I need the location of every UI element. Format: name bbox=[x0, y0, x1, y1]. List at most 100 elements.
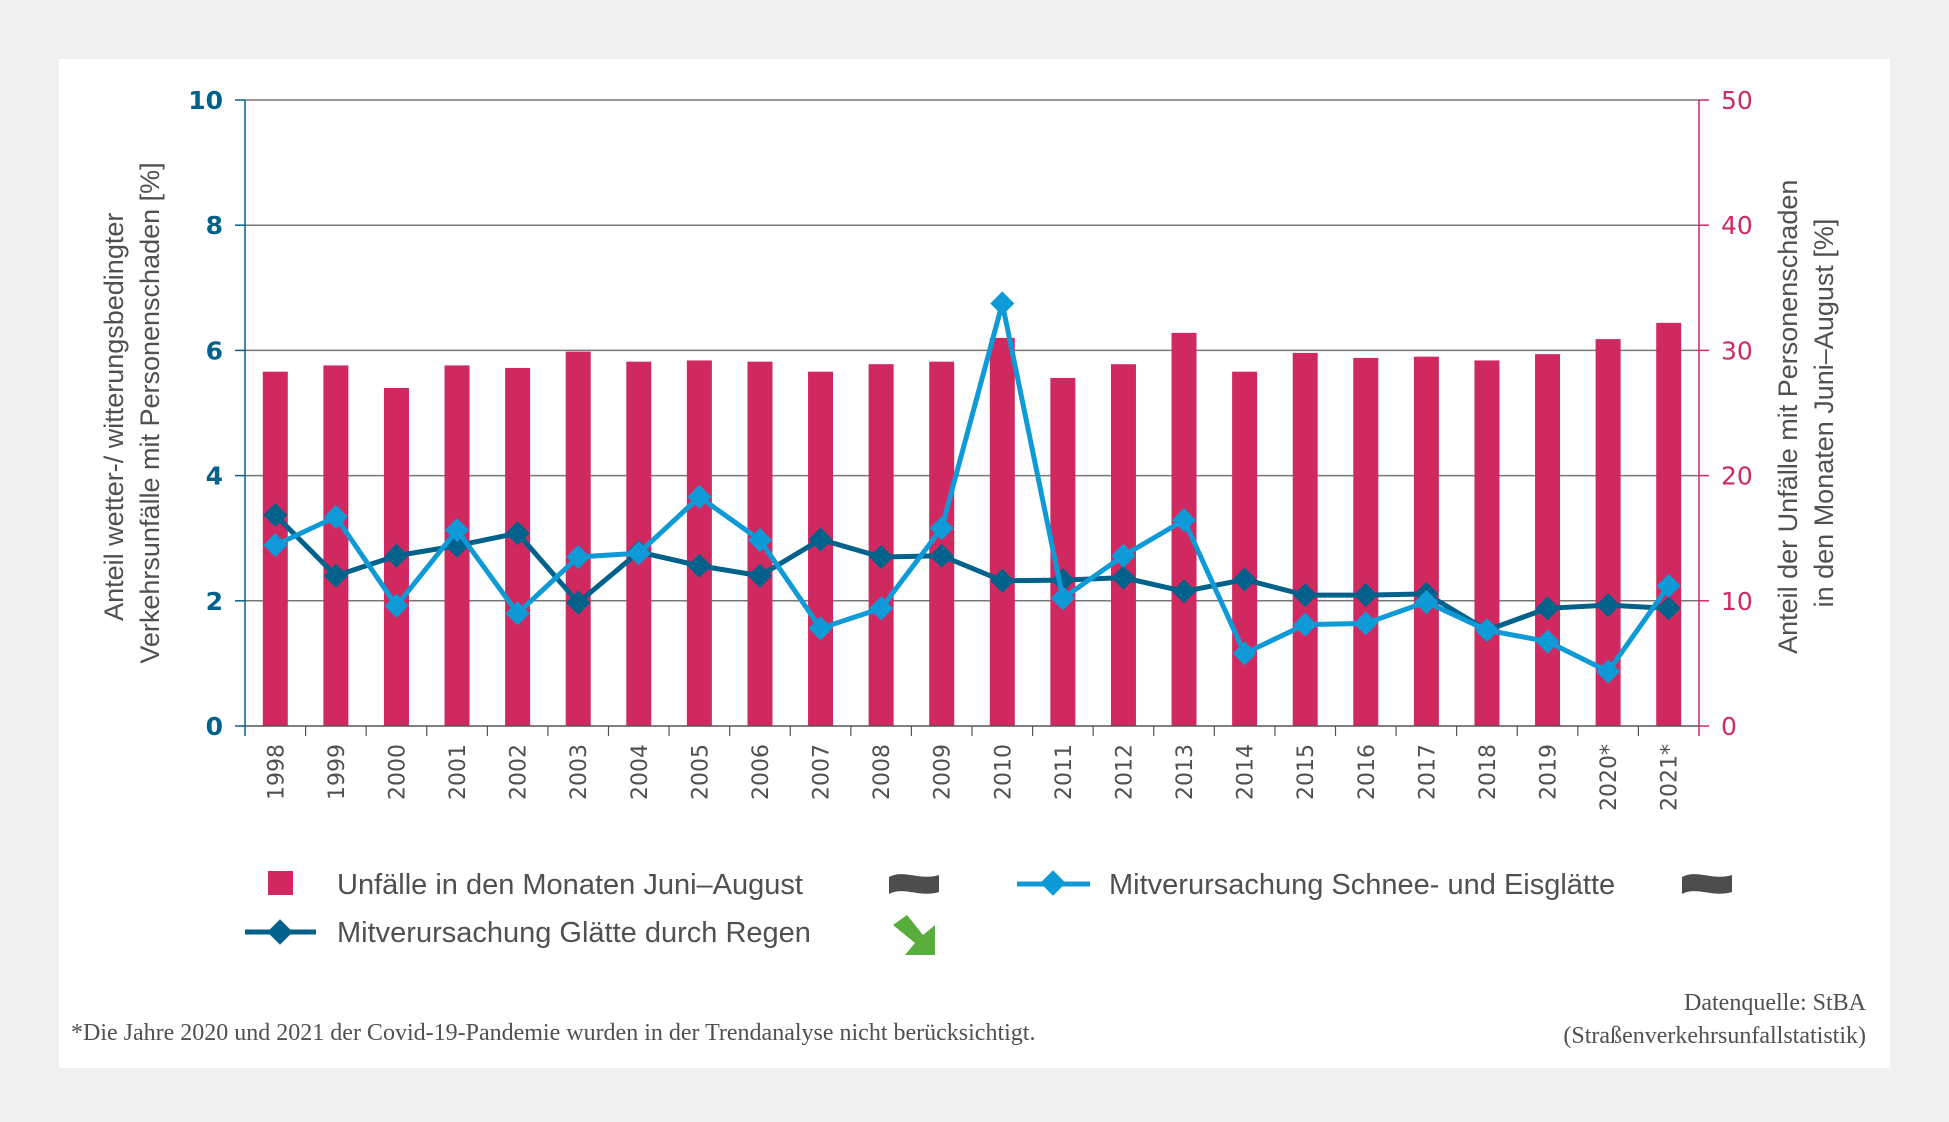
right-axis-ticks: 0 10 20 30 40 50 bbox=[1699, 86, 1753, 741]
left-tick-label: 2 bbox=[206, 587, 223, 616]
x-tick-label: 2005 bbox=[688, 744, 713, 800]
gridlines bbox=[245, 99, 1699, 602]
bar-2021 bbox=[1656, 322, 1682, 726]
x-tick-label: 2008 bbox=[870, 744, 895, 800]
x-tick-label: 2015 bbox=[1294, 744, 1319, 800]
right-axis-title-line2: in den Monaten Juni–August [%] bbox=[1809, 219, 1839, 608]
left-tick-label: 6 bbox=[206, 336, 223, 365]
x-tick-label: 2010 bbox=[991, 744, 1016, 800]
x-tick-label: 2017 bbox=[1415, 744, 1440, 800]
snow-line-point bbox=[1111, 543, 1136, 568]
right-tick-label: 10 bbox=[1721, 587, 1753, 616]
x-tick-label: 2013 bbox=[1173, 744, 1198, 800]
x-tick-label: 2020* bbox=[1597, 744, 1622, 811]
rain-line-point bbox=[566, 590, 591, 615]
legend-snow-label: Mitverursachung Schnee- und Eisglätte bbox=[1109, 869, 1615, 901]
legend-rain-label: Mitverursachung Glätte durch Regen bbox=[337, 917, 811, 949]
x-tick-label: 2006 bbox=[749, 744, 774, 800]
bar-2015 bbox=[1292, 352, 1318, 726]
x-tick-label: 2021* bbox=[1658, 744, 1683, 811]
rain-line-point bbox=[1656, 596, 1681, 621]
snow-line-point bbox=[1535, 629, 1560, 654]
rain-line-point bbox=[1111, 565, 1136, 590]
rain-line-point bbox=[1172, 579, 1197, 604]
x-tick-label: 2009 bbox=[931, 744, 956, 800]
x-tick-label: 2000 bbox=[385, 744, 410, 800]
rain-line-point bbox=[1535, 596, 1560, 621]
x-tick-label: 2007 bbox=[810, 744, 835, 800]
arrow-down-right-icon bbox=[893, 915, 935, 955]
x-tick-label: 2004 bbox=[628, 744, 653, 800]
snow-line-point bbox=[1474, 618, 1499, 643]
wave-icon bbox=[1682, 874, 1732, 894]
x-tick-label: 2016 bbox=[1355, 744, 1380, 800]
legend-bar-swatch bbox=[268, 871, 293, 895]
snow-line-point bbox=[990, 291, 1015, 316]
right-axis-title: Anteil der Unfälle mit Personenschaden i… bbox=[1773, 172, 1839, 654]
right-tick-label: 0 bbox=[1721, 712, 1737, 741]
rain-line-point bbox=[1232, 567, 1257, 592]
left-axis-title: Anteil wetter-/ witterungsbedingter Verk… bbox=[99, 162, 165, 663]
snow-line-point bbox=[1172, 508, 1197, 533]
snow-line-point bbox=[1596, 659, 1621, 684]
snow-line-point bbox=[1656, 573, 1681, 598]
rain-line-point bbox=[1293, 583, 1318, 608]
axes bbox=[244, 100, 1700, 736]
data-source-line2: (Straßenverkehrsunfallstatistik) bbox=[1563, 1023, 1866, 1049]
bar-2003 bbox=[565, 351, 591, 726]
legend-snow-diamond bbox=[1040, 870, 1066, 896]
line-series bbox=[263, 291, 1681, 684]
right-tick-label: 40 bbox=[1721, 211, 1753, 240]
right-tick-label: 20 bbox=[1721, 462, 1753, 491]
data-source-line1: Datenquelle: StBA bbox=[1684, 990, 1867, 1016]
bar-series bbox=[262, 322, 1682, 726]
x-tick-label: 2003 bbox=[567, 744, 592, 800]
bar-2018 bbox=[1474, 360, 1500, 726]
x-axis-labels: 1998 1999 2000 2001 2002 2003 2004 2005 2006 2007… bbox=[264, 744, 1682, 811]
left-axis-title-line2: Verkehrsunfälle mit Personenschaden [%] bbox=[135, 162, 165, 663]
x-tick-label: 2019 bbox=[1537, 744, 1562, 800]
legend-rain-diamond bbox=[267, 919, 293, 945]
left-tick-label: 10 bbox=[188, 86, 223, 115]
footnote: *Die Jahre 2020 und 2021 der Covid-19-Pa… bbox=[71, 1020, 1035, 1046]
x-tick-label: 2012 bbox=[1112, 744, 1137, 800]
left-tick-label: 4 bbox=[206, 462, 223, 491]
bar-2002 bbox=[505, 367, 531, 726]
legend-item-snow: Mitverursachung Schnee- und Eisglätte bbox=[1017, 869, 1732, 901]
combo-chart: 0 2 4 6 8 10 0 10 20 30 40 50 1998 1999 2000 2001 2002… bbox=[71, 86, 1867, 1049]
rain-line-path bbox=[273, 513, 1669, 633]
x-tick-label: 2001 bbox=[446, 744, 471, 800]
rain-line-point bbox=[384, 543, 409, 568]
rain-line-point bbox=[1353, 583, 1378, 608]
left-tick-label: 0 bbox=[206, 712, 223, 741]
right-axis-title-line1: Anteil der Unfälle mit Personenschaden bbox=[1773, 180, 1803, 654]
bar-2010 bbox=[989, 337, 1015, 726]
bar-2005 bbox=[686, 360, 712, 726]
bar-2016 bbox=[1353, 357, 1379, 726]
left-tick-label: 8 bbox=[206, 211, 223, 240]
snow-line-point bbox=[1414, 590, 1439, 615]
right-tick-label: 50 bbox=[1721, 86, 1753, 115]
snow-line-point bbox=[1293, 612, 1318, 637]
left-axis-ticks: 0 2 4 6 8 10 bbox=[188, 86, 245, 741]
bar-2017 bbox=[1413, 356, 1439, 726]
bar-2019 bbox=[1535, 354, 1561, 726]
snow-line-point bbox=[1050, 586, 1075, 611]
x-tick-label: 2018 bbox=[1476, 744, 1501, 800]
snow-line-point bbox=[1232, 641, 1257, 666]
chart-panel: 0 2 4 6 8 10 0 10 20 30 40 50 1998 1999 2000 2001 2002… bbox=[59, 59, 1890, 1068]
snow-line-point bbox=[1353, 611, 1378, 636]
wave-icon bbox=[889, 874, 939, 894]
snow-line-path bbox=[274, 302, 1671, 675]
x-tick-label: 2002 bbox=[507, 744, 532, 800]
bar-2014 bbox=[1232, 371, 1258, 726]
legend-bar-label: Unfälle in den Monaten Juni–August bbox=[337, 869, 803, 901]
left-axis-title-line1: Anteil wetter-/ witterungsbedingter bbox=[99, 213, 129, 621]
x-tick-label: 2014 bbox=[1234, 744, 1259, 800]
x-tick-label: 1999 bbox=[325, 744, 350, 800]
right-tick-label: 30 bbox=[1721, 336, 1753, 365]
bar-1999 bbox=[323, 365, 349, 726]
x-tick-label: 1998 bbox=[264, 744, 289, 800]
legend-item-bars: Unfälle in den Monaten Juni–August bbox=[268, 869, 939, 901]
rain-line-point bbox=[1596, 593, 1621, 618]
